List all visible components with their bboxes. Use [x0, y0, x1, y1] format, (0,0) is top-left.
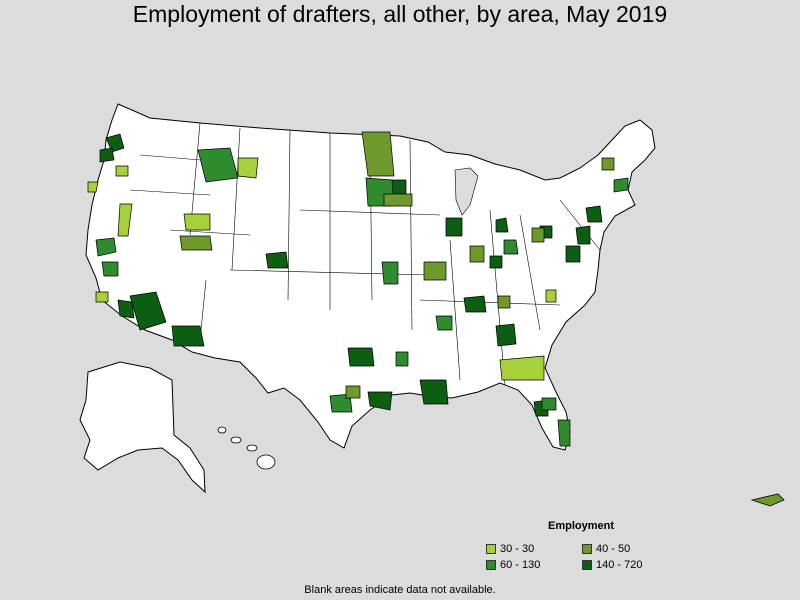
area-idaho [101, 261, 119, 277]
area-sacramento [95, 291, 109, 303]
area-socal [117, 299, 135, 319]
area-nyc [585, 205, 603, 223]
puerto-rico [750, 493, 785, 507]
area-stlouis [469, 245, 485, 263]
area-virginia [545, 289, 557, 303]
area-montana [197, 147, 239, 183]
area-la [345, 385, 361, 399]
area-atlanta [495, 323, 517, 347]
area-houston [367, 391, 393, 411]
area-salt-lake [183, 213, 211, 231]
area-louisville [489, 255, 503, 269]
legend-swatch [582, 543, 592, 554]
area-neworleans [419, 379, 449, 405]
area-indy [503, 239, 519, 255]
area-jackson [395, 351, 409, 367]
legend-item-60-130: 60 - 130 [486, 558, 582, 571]
hawaii [217, 426, 276, 470]
area-utah [179, 235, 213, 251]
alaska [79, 361, 206, 494]
legend: Employment 30 - 30 40 - 50 60 - 130 140 … [486, 520, 676, 571]
legend-title: Employment [547, 520, 614, 532]
footnote: Blank areas indicate data not available. [304, 584, 496, 596]
legend-swatch [486, 543, 496, 554]
area-dc [565, 245, 581, 263]
legend-item-30-30: 30 - 30 [486, 542, 582, 555]
area-birmingham [435, 315, 453, 331]
area-kc [381, 261, 399, 285]
area-portland [99, 147, 115, 163]
area-sanantonio [329, 393, 353, 413]
employment-areas [87, 131, 629, 447]
area-wyoming [361, 131, 395, 177]
legend-label: 60 - 130 [500, 558, 541, 571]
area-denver [265, 251, 289, 269]
legend-swatch [582, 559, 592, 570]
area-tucson [171, 325, 205, 347]
area-philly [575, 225, 591, 245]
area-georgia [499, 355, 545, 381]
legend-label: 140 - 720 [596, 558, 643, 571]
area-cleveland [531, 227, 545, 243]
area-billings [237, 157, 259, 179]
area-florida-se [557, 419, 571, 447]
area-nevada [117, 203, 133, 237]
area-wisconsin [383, 193, 413, 207]
area-maine [601, 157, 615, 171]
area-phoenix [129, 291, 167, 331]
legend-item-140-720: 140 - 720 [582, 558, 678, 571]
area-boston [613, 177, 629, 193]
legend-item-40-50: 40 - 50 [582, 542, 678, 555]
area-washington-e [115, 165, 129, 177]
legend-label: 40 - 50 [596, 542, 631, 555]
area-wichita [423, 261, 447, 281]
map-title: Employment of drafters, all other, by ar… [132, 1, 668, 27]
area-sf [95, 237, 117, 257]
area-oregon-s [87, 181, 99, 193]
great-lakes [454, 167, 479, 216]
area-chicago [445, 217, 463, 237]
area-jacksonville [541, 397, 557, 411]
area-nashville [463, 295, 487, 313]
area-seattle [105, 133, 125, 153]
area-charlotte [497, 295, 511, 309]
area-detroit [495, 217, 509, 233]
area-dallas [347, 347, 375, 367]
legend-label: 30 - 30 [500, 542, 535, 555]
legend-swatch [486, 559, 496, 570]
state-borders [129, 122, 601, 386]
